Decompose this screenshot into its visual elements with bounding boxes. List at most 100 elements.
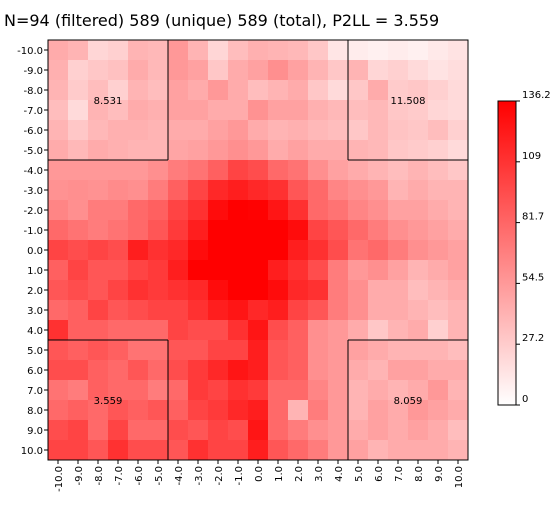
heatmap-cell [388,100,408,120]
heatmap-cell [168,340,188,360]
heatmap-cell [248,100,268,120]
heatmap-cell [148,340,168,360]
heatmap-cell [408,180,428,200]
x-tick-label: -8.0 [94,466,105,486]
heatmap-cell [228,120,248,140]
heatmap-cell [268,40,288,60]
heatmap-cell [368,140,388,160]
heatmap-cell [228,280,248,300]
colorbar: 136.2 109 81.7 54.5 27.2 0 [497,90,551,406]
heatmap-cell [108,420,128,440]
heatmap-cell [188,100,208,120]
heatmap-cell [128,180,148,200]
heatmap-cell [308,140,328,160]
x-tick-label: -5.0 [154,466,165,486]
heatmap-cell [288,240,308,260]
heatmap-cell [168,380,188,400]
colorbar-ticks: 136.2 109 81.7 54.5 27.2 0 [516,90,551,406]
y-tick-label: 0.0 [27,246,43,257]
y-tick-label: -9.0 [23,66,43,77]
heatmap-cell [108,260,128,280]
heatmap-cell [48,160,68,180]
heatmap-cell [428,60,448,80]
heatmap-cell [428,80,448,100]
heatmap-cell [128,380,148,400]
x-tick-label: -3.0 [194,466,205,486]
heatmap-cell [188,360,208,380]
heatmap-cell [408,80,428,100]
heatmap-cell [48,60,68,80]
heatmap-cell [328,60,348,80]
heatmap-cell [148,360,168,380]
heatmap-cell [188,40,208,60]
heatmap-cell [168,120,188,140]
heatmap-cell [48,440,68,460]
colorbar-tick-label: 27.2 [522,333,544,344]
heatmap-cell [408,100,428,120]
heatmap-cell [248,320,268,340]
heatmap-cell [108,40,128,60]
heatmap-cell [148,60,168,80]
heatmap-cell [448,420,468,440]
heatmap-cell [348,80,368,100]
heatmap-cell [448,120,468,140]
y-tick-label: -3.0 [23,186,43,197]
heatmap-cell [328,380,348,400]
heatmap-cell [168,60,188,80]
heatmap-cell [288,100,308,120]
heatmap-cell [48,260,68,280]
heatmap-cell [328,180,348,200]
heatmap-cell [268,60,288,80]
heatmap-cell [388,380,408,400]
heatmap-cell [268,80,288,100]
heatmap-cell [408,60,428,80]
heatmap-cell [148,180,168,200]
heatmap-cell [308,400,328,420]
heatmap-cell [348,440,368,460]
heatmap-cell [288,420,308,440]
heatmap-cell [368,220,388,240]
heatmap-cell [168,200,188,220]
heatmap-cell [348,260,368,280]
heatmap-cell [248,360,268,380]
heatmap-cell [268,120,288,140]
heatmap-cell [328,280,348,300]
region-label-bottom-left: 3.559 [94,396,123,407]
heatmap-cell [68,440,88,460]
heatmap-cell [268,340,288,360]
heatmap-cell [448,320,468,340]
heatmap-cell [348,160,368,180]
y-axis: -10.0 -9.0 -8.0 -7.0 -6.0 -5.0 -4.0 -3.0 -2.0 -1.… [17,46,48,457]
heatmap-cell [88,420,108,440]
heatmap-cell [288,280,308,300]
heatmap-cell [428,240,448,260]
heatmap-cell [448,260,468,280]
heatmap-cell [88,400,108,420]
x-tick-label: 2.0 [294,466,305,482]
heatmap-cell [148,220,168,240]
heatmap-cell [308,420,328,440]
heatmap-cell [388,340,408,360]
heatmap-cell [368,280,388,300]
heatmap-cell [408,220,428,240]
heatmap-cell [368,320,388,340]
heatmap-cell [108,440,128,460]
colorbar-tick-label: 0 [522,394,528,405]
heatmap-cell [168,360,188,380]
heatmap-cell [208,40,228,60]
heatmap-cell [268,440,288,460]
heatmap-cell [48,220,68,240]
x-tick-label: -7.0 [114,466,125,486]
heatmap-cell [168,140,188,160]
y-tick-label: 6.0 [27,366,43,377]
heatmap-cell [248,80,268,100]
heatmap-cell [228,100,248,120]
heatmap-cell [148,380,168,400]
heatmap-cell [188,160,208,180]
heatmap-cell [168,220,188,240]
heatmap-cell [208,380,228,400]
heatmap-cell [288,60,308,80]
heatmap-cell [128,60,148,80]
heatmap-cell [148,320,168,340]
heatmap-cell [88,60,108,80]
